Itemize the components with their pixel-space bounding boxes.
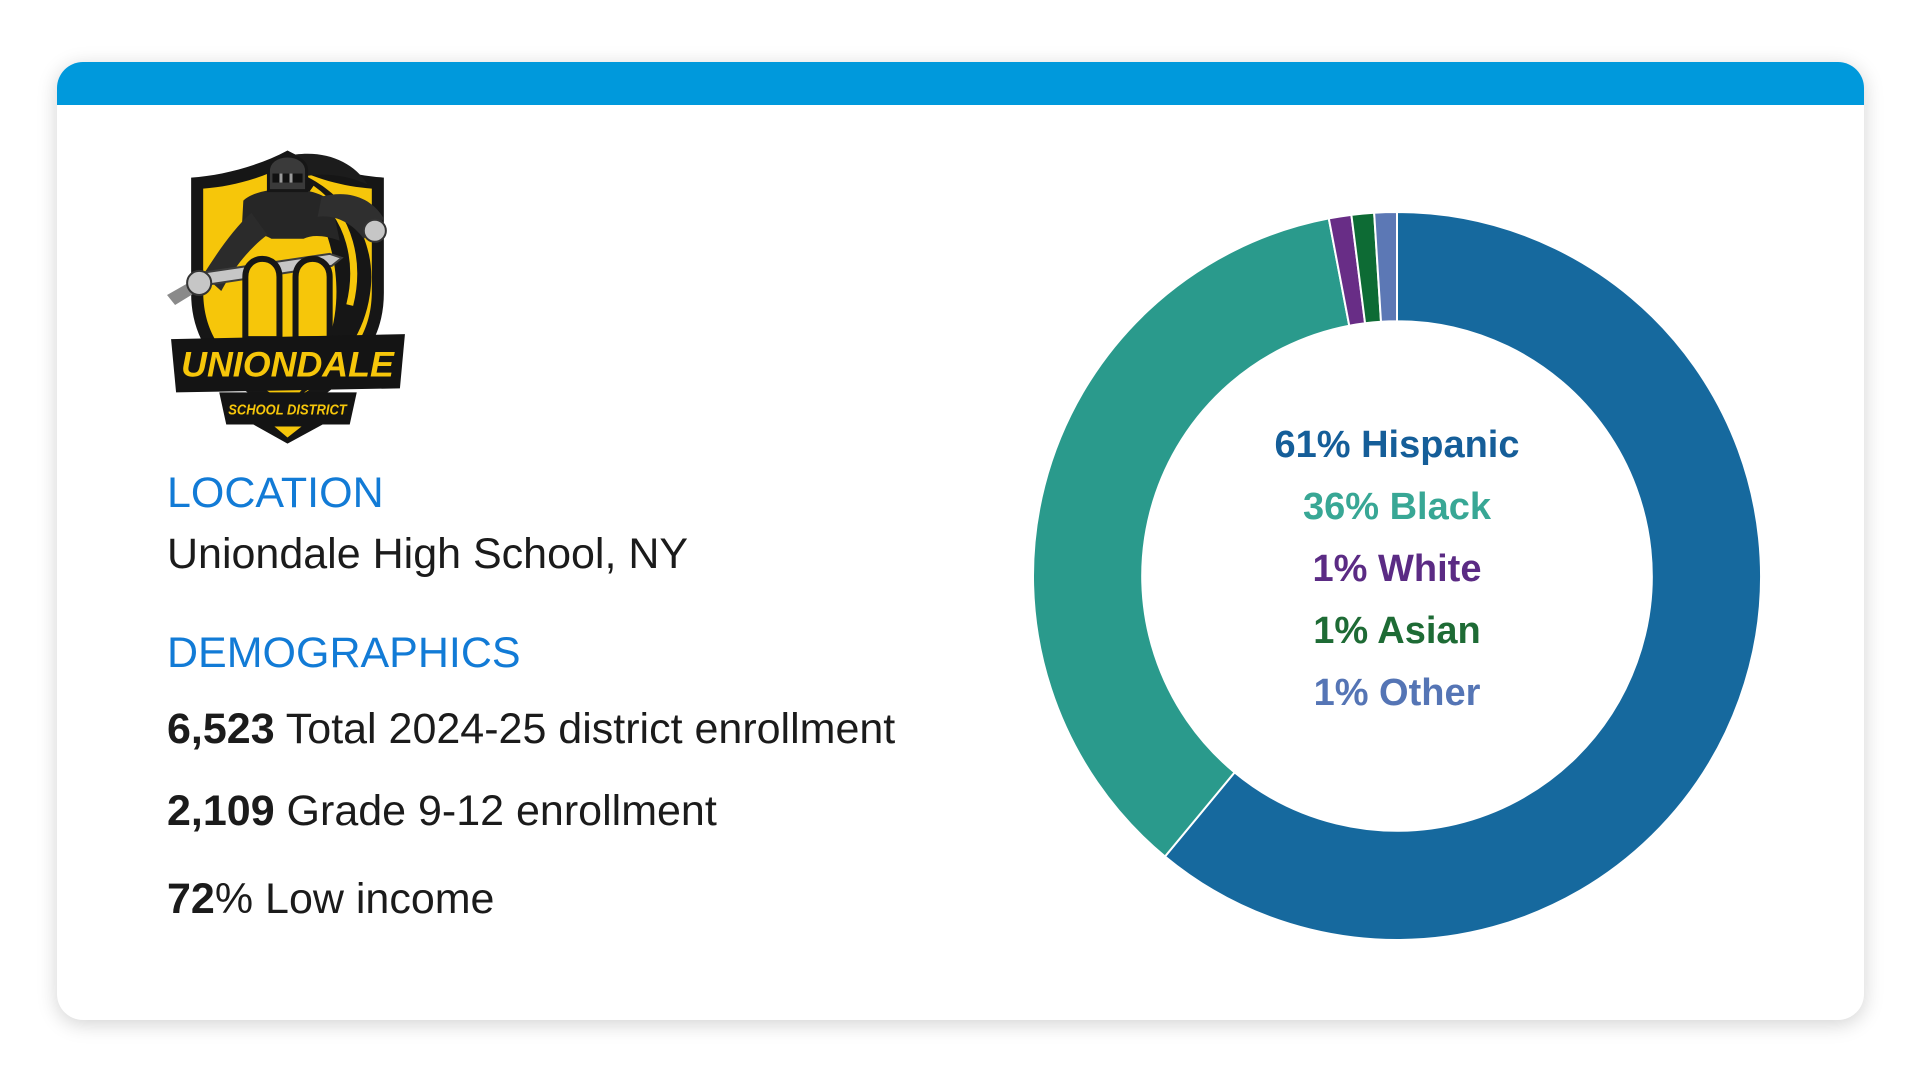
logo-subtitle-text: SCHOOL DISTRICT [228, 401, 348, 418]
knight-gauntlet [186, 269, 213, 297]
stat-low-income: 72% Low income [167, 875, 494, 924]
donut-center-label-hispanic: 61% Hispanic [1274, 424, 1520, 466]
stat-value: 2,109 [167, 787, 275, 835]
knight-body [241, 188, 340, 241]
logo-arch-right [292, 255, 333, 343]
logo-banner [171, 334, 405, 393]
stat-total-district-enrollment: 6,523 Total 2024-25 district enrollment [167, 705, 895, 754]
logo-tail-accent [274, 426, 302, 438]
location-heading: LOCATION [167, 469, 384, 517]
donut-slice-hispanic [1163, 210, 1762, 941]
stat-value: 72 [167, 875, 215, 923]
stat-value: 6,523 [167, 705, 275, 753]
donut-center-label-asian: 1% Asian [1313, 610, 1481, 652]
knight-visor [272, 173, 303, 183]
stat-label: % Low income [214, 875, 495, 923]
logo-arch-left [242, 255, 283, 343]
donut-slice-black [1032, 217, 1351, 858]
donut-center-label-other: 1% Other [1313, 672, 1481, 714]
school-info-card: UNIONDALE SCHOOL DISTRICT LOCATION Union… [57, 62, 1864, 1020]
demographics-heading: DEMOGRAPHICS [167, 629, 521, 677]
logo-subbanner [219, 392, 357, 425]
stat-label: Grade 9-12 enrollment [274, 787, 717, 835]
uniondale-school-district-logo: UNIONDALE SCHOOL DISTRICT [167, 150, 405, 444]
donut-center-label-white: 1% White [1312, 548, 1482, 590]
stat-label: Total 2024-25 district enrollment [274, 705, 896, 753]
knight-visor-bar [289, 173, 293, 183]
knight-plume [295, 153, 368, 185]
knight-right-fist [362, 218, 387, 243]
donut-center-legend: 61% Hispanic 36% Black 1% White 1% Asian 1% … [1097, 414, 1697, 724]
card-accent-bar [57, 62, 1864, 105]
donut-slice-other [1373, 210, 1398, 323]
stat-grade-9-12-enrollment: 2,109 Grade 9-12 enrollment [167, 787, 717, 836]
knight-helmet [266, 154, 309, 193]
donut-center-label-black: 36% Black [1302, 486, 1491, 528]
demographics-donut-chart [1032, 210, 1762, 941]
school-name: Uniondale High School, NY [167, 530, 689, 578]
knight-visor-bar [279, 173, 283, 183]
logo-title-text: UNIONDALE [181, 345, 395, 384]
